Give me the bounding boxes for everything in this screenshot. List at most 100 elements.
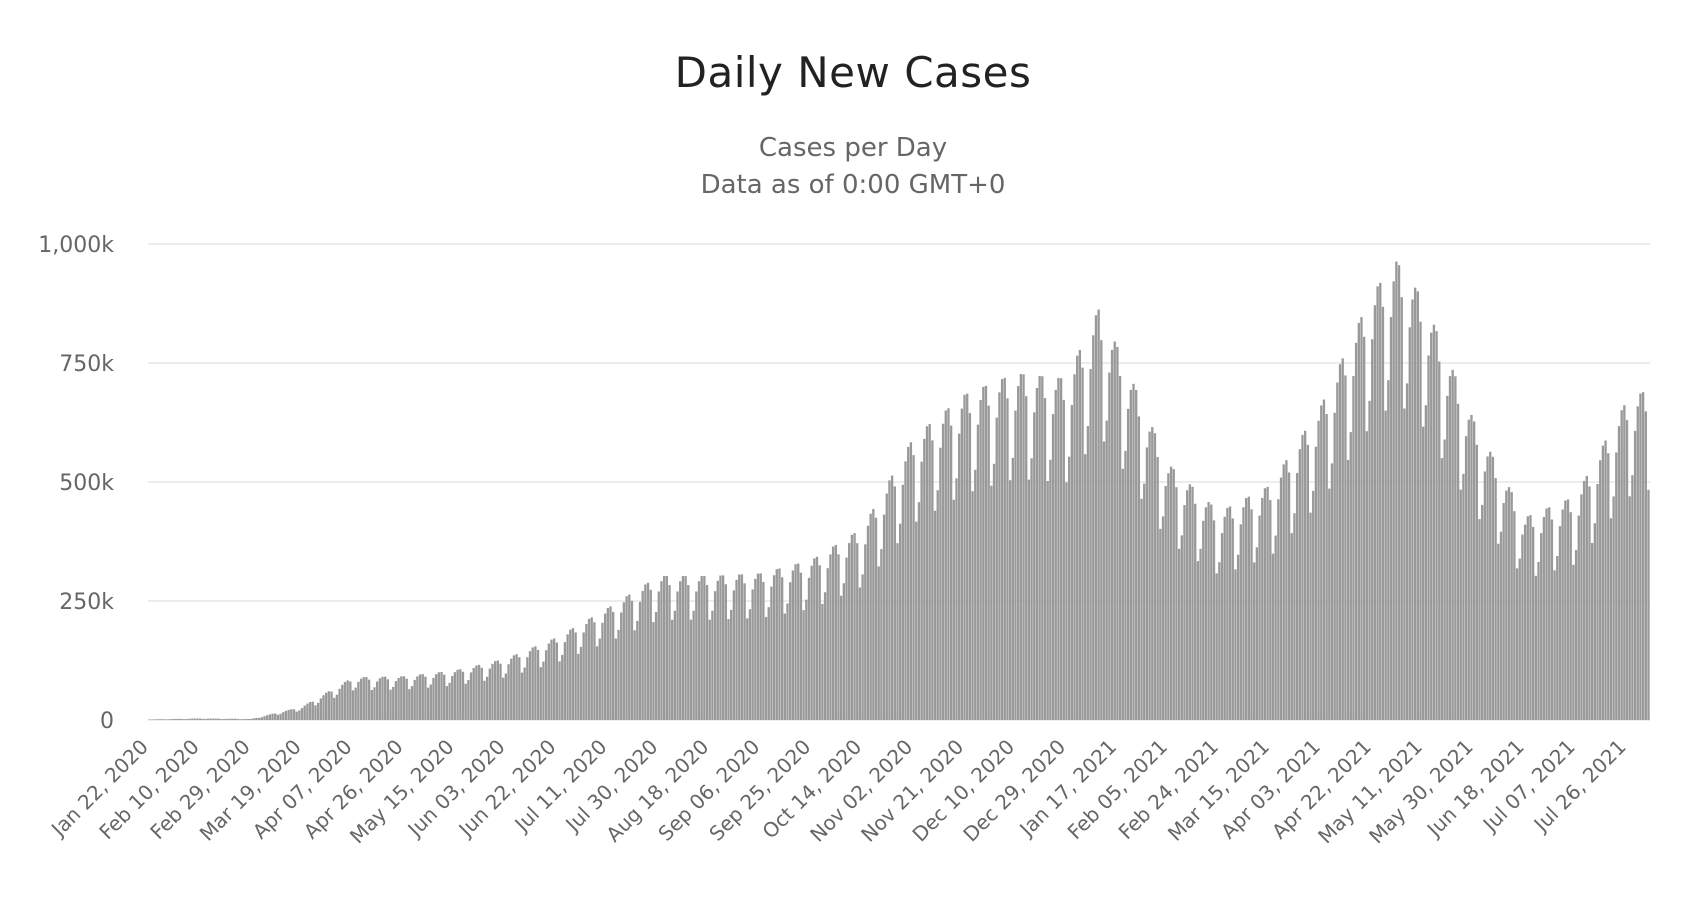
bar[interactable]: [834, 544, 837, 720]
bar[interactable]: [282, 712, 285, 720]
bar[interactable]: [314, 705, 317, 720]
bar[interactable]: [1156, 456, 1159, 720]
bar[interactable]: [408, 689, 411, 720]
bar[interactable]: [947, 408, 950, 720]
bar[interactable]: [421, 674, 424, 720]
bar[interactable]: [279, 713, 282, 720]
bar[interactable]: [1089, 368, 1092, 720]
bar[interactable]: [1041, 376, 1044, 720]
bar[interactable]: [1397, 265, 1401, 720]
bar[interactable]: [389, 689, 392, 720]
bar[interactable]: [236, 718, 239, 720]
bar[interactable]: [526, 657, 529, 720]
bar[interactable]: [1084, 454, 1087, 720]
bar[interactable]: [644, 584, 647, 720]
bar[interactable]: [1620, 410, 1623, 720]
bar[interactable]: [1161, 516, 1165, 720]
bar[interactable]: [1590, 542, 1594, 720]
bar[interactable]: [684, 576, 687, 720]
bar[interactable]: [1003, 377, 1006, 720]
bar[interactable]: [1279, 477, 1283, 720]
bar[interactable]: [574, 632, 577, 720]
bar[interactable]: [1540, 533, 1543, 720]
bar[interactable]: [944, 410, 947, 720]
bar[interactable]: [708, 619, 711, 720]
bar[interactable]: [257, 717, 261, 720]
bar[interactable]: [1435, 331, 1438, 720]
bar[interactable]: [601, 622, 604, 720]
bar[interactable]: [276, 714, 280, 720]
bar[interactable]: [968, 413, 972, 720]
bar[interactable]: [1309, 512, 1312, 720]
bar[interactable]: [429, 684, 432, 720]
bar[interactable]: [955, 478, 958, 720]
bar[interactable]: [1129, 389, 1132, 720]
bar[interactable]: [158, 719, 162, 720]
bar[interactable]: [853, 533, 856, 720]
bar[interactable]: [931, 440, 934, 720]
bar[interactable]: [1381, 306, 1385, 720]
bar[interactable]: [673, 610, 677, 720]
bar[interactable]: [1293, 513, 1296, 720]
bar[interactable]: [1523, 524, 1527, 720]
bar[interactable]: [220, 719, 223, 720]
bar[interactable]: [1333, 412, 1336, 720]
bar[interactable]: [1228, 506, 1232, 720]
bar[interactable]: [1143, 483, 1146, 720]
bar[interactable]: [612, 611, 615, 720]
bar[interactable]: [1274, 535, 1277, 720]
bar[interactable]: [1531, 526, 1535, 720]
bar[interactable]: [923, 438, 926, 720]
bar[interactable]: [775, 569, 778, 720]
bar[interactable]: [1585, 475, 1588, 720]
bar[interactable]: [713, 591, 717, 720]
bar[interactable]: [1226, 507, 1229, 720]
bar[interactable]: [1462, 473, 1465, 720]
bar[interactable]: [794, 564, 797, 720]
bar[interactable]: [311, 701, 314, 720]
bar[interactable]: [593, 622, 596, 720]
bar[interactable]: [1202, 520, 1205, 720]
bar[interactable]: [1121, 468, 1124, 720]
bar[interactable]: [381, 676, 384, 720]
bar[interactable]: [327, 691, 331, 720]
bar[interactable]: [1440, 458, 1444, 720]
bar[interactable]: [912, 455, 915, 720]
bar[interactable]: [1574, 550, 1578, 720]
bar[interactable]: [603, 613, 607, 720]
bar[interactable]: [306, 703, 309, 720]
bar[interactable]: [384, 676, 387, 720]
bar[interactable]: [1167, 473, 1170, 720]
bar[interactable]: [483, 680, 486, 720]
bar[interactable]: [738, 574, 741, 720]
bar[interactable]: [247, 718, 250, 720]
bar[interactable]: [797, 563, 800, 720]
bar[interactable]: [402, 676, 406, 720]
bar[interactable]: [1223, 516, 1226, 720]
bar[interactable]: [1499, 531, 1503, 720]
bar[interactable]: [1360, 317, 1363, 720]
bar[interactable]: [480, 667, 483, 720]
bar[interactable]: [874, 517, 878, 720]
bar[interactable]: [735, 579, 738, 720]
bar[interactable]: [424, 676, 427, 720]
bar[interactable]: [172, 719, 175, 720]
bar[interactable]: [901, 484, 905, 720]
bar[interactable]: [864, 544, 867, 720]
bar[interactable]: [1561, 509, 1564, 721]
bar[interactable]: [512, 655, 516, 720]
bar[interactable]: [890, 475, 894, 720]
bar[interactable]: [164, 719, 167, 720]
bar[interactable]: [190, 718, 194, 720]
bar[interactable]: [322, 695, 325, 720]
bar[interactable]: [1049, 459, 1052, 720]
bar[interactable]: [880, 549, 883, 720]
bar[interactable]: [338, 688, 341, 720]
bar[interactable]: [1438, 361, 1441, 720]
bar[interactable]: [1526, 516, 1529, 720]
bar[interactable]: [695, 591, 698, 720]
bar[interactable]: [928, 423, 931, 720]
bar[interactable]: [1357, 322, 1360, 720]
bar[interactable]: [542, 661, 545, 720]
bar[interactable]: [992, 463, 996, 720]
